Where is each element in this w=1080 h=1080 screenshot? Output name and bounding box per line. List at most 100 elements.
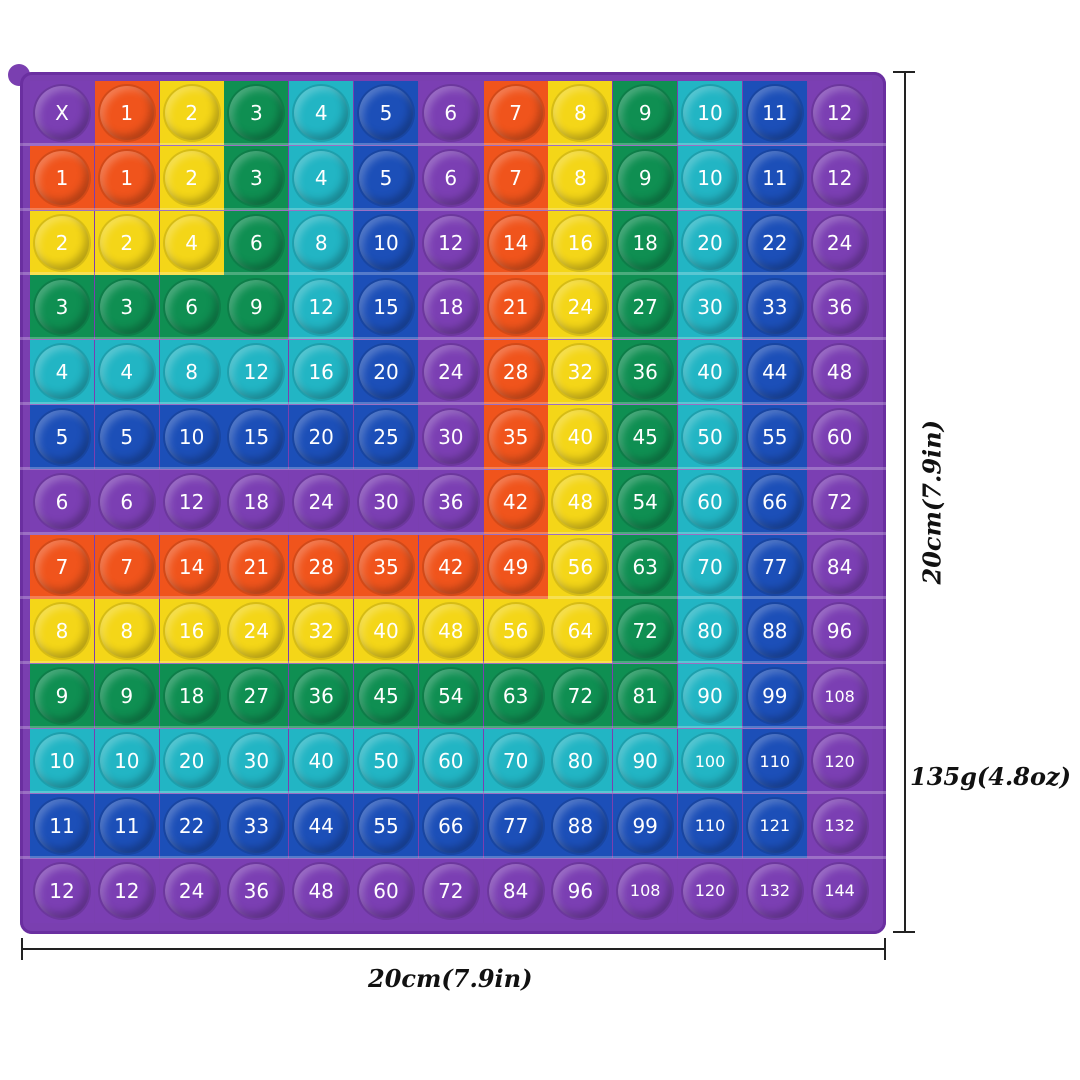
pop-bubble[interactable]: 144 [812, 863, 867, 918]
pop-bubble[interactable]: 24 [553, 280, 608, 335]
pop-bubble[interactable]: 48 [553, 474, 608, 529]
pop-bubble[interactable]: 35 [359, 539, 413, 594]
pop-bubble[interactable]: 90 [683, 669, 737, 724]
pop-bubble[interactable]: 50 [359, 734, 413, 788]
pop-bubble[interactable]: 3 [35, 280, 89, 335]
pop-bubble[interactable]: 20 [683, 215, 737, 270]
pop-bubble[interactable]: 120 [812, 734, 867, 788]
pop-bubble[interactable]: 56 [488, 604, 543, 659]
pop-bubble[interactable]: 10 [683, 86, 737, 140]
pop-bubble[interactable]: 9 [99, 669, 154, 724]
pop-bubble[interactable]: 9 [618, 86, 673, 140]
pop-bubble[interactable]: 18 [423, 280, 478, 335]
pop-bubble[interactable]: 77 [488, 798, 543, 853]
pop-bubble[interactable]: 7 [35, 539, 89, 594]
pop-bubble[interactable]: 12 [812, 86, 867, 140]
pop-bubble[interactable]: 6 [99, 474, 154, 529]
pop-bubble[interactable]: 48 [294, 863, 349, 918]
pop-bubble[interactable]: 8 [35, 604, 89, 659]
pop-bubble[interactable]: 30 [423, 410, 478, 464]
pop-bubble[interactable]: 7 [99, 539, 154, 594]
pop-bubble[interactable]: 120 [683, 863, 737, 918]
pop-bubble[interactable]: 90 [618, 734, 673, 788]
pop-bubble[interactable]: 30 [683, 280, 737, 335]
pop-bubble[interactable]: 8 [294, 215, 349, 270]
pop-bubble[interactable]: 72 [423, 863, 478, 918]
pop-bubble[interactable]: 4 [294, 86, 349, 140]
pop-bubble[interactable]: 80 [553, 734, 608, 788]
pop-bubble[interactable]: 99 [747, 669, 802, 724]
pop-bubble[interactable]: 49 [488, 539, 543, 594]
pop-bubble[interactable]: 66 [423, 798, 478, 853]
pop-bubble[interactable]: 6 [423, 86, 478, 140]
pop-bubble[interactable]: 8 [99, 604, 154, 659]
pop-bubble[interactable]: 44 [294, 798, 349, 853]
pop-bubble[interactable]: 81 [618, 669, 673, 724]
pop-bubble[interactable]: 1 [99, 86, 154, 140]
pop-bubble[interactable]: 96 [553, 863, 608, 918]
pop-bubble[interactable]: 72 [812, 474, 867, 529]
pop-bubble[interactable]: 66 [747, 474, 802, 529]
pop-bubble[interactable]: 5 [99, 410, 154, 464]
pop-bubble[interactable]: 4 [164, 215, 219, 270]
pop-bubble[interactable]: 36 [423, 474, 478, 529]
pop-bubble[interactable]: 10 [99, 734, 154, 788]
pop-bubble[interactable]: 60 [812, 410, 867, 464]
pop-bubble[interactable]: 6 [423, 150, 478, 205]
pop-bubble[interactable]: 10 [683, 150, 737, 205]
pop-bubble[interactable]: 2 [164, 150, 219, 205]
pop-bubble[interactable]: 10 [359, 215, 413, 270]
pop-bubble[interactable]: 10 [35, 734, 89, 788]
pop-bubble[interactable]: 4 [35, 345, 89, 400]
pop-bubble[interactable]: 33 [747, 280, 802, 335]
pop-bubble[interactable]: 15 [359, 280, 413, 335]
pop-bubble[interactable]: 24 [294, 474, 349, 529]
pop-bubble[interactable]: 6 [35, 474, 89, 529]
pop-bubble[interactable]: 96 [812, 604, 867, 659]
pop-bubble[interactable]: 30 [359, 474, 413, 529]
pop-bubble[interactable]: 33 [229, 798, 284, 853]
pop-bubble[interactable]: 24 [164, 863, 219, 918]
pop-bubble[interactable]: 12 [35, 863, 89, 918]
pop-bubble[interactable]: 18 [229, 474, 284, 529]
pop-bubble[interactable]: 14 [488, 215, 543, 270]
pop-bubble[interactable]: 27 [229, 669, 284, 724]
pop-bubble[interactable]: 36 [618, 345, 673, 400]
pop-bubble[interactable]: 18 [164, 669, 219, 724]
pop-bubble[interactable]: 60 [359, 863, 413, 918]
pop-bubble[interactable]: 12 [229, 345, 284, 400]
pop-bubble[interactable]: 42 [488, 474, 543, 529]
pop-bubble[interactable]: 72 [553, 669, 608, 724]
pop-bubble[interactable]: 48 [812, 345, 867, 400]
pop-bubble[interactable]: 60 [683, 474, 737, 529]
pop-bubble[interactable]: 55 [747, 410, 802, 464]
pop-bubble[interactable]: 88 [747, 604, 802, 659]
pop-bubble[interactable]: 16 [553, 215, 608, 270]
pop-bubble[interactable]: 60 [423, 734, 478, 788]
pop-bubble[interactable]: 7 [488, 150, 543, 205]
pop-bubble[interactable]: 32 [294, 604, 349, 659]
pop-bubble[interactable]: 2 [35, 215, 89, 270]
pop-bubble[interactable]: 88 [553, 798, 608, 853]
pop-bubble[interactable]: 100 [683, 734, 737, 788]
pop-bubble[interactable]: 22 [164, 798, 219, 853]
pop-bubble[interactable]: 77 [747, 539, 802, 594]
pop-bubble[interactable]: 1 [35, 150, 89, 205]
pop-bubble[interactable]: 35 [488, 410, 543, 464]
pop-bubble[interactable]: 6 [164, 280, 219, 335]
pop-bubble[interactable]: 21 [488, 280, 543, 335]
pop-bubble[interactable]: 5 [359, 86, 413, 140]
pop-bubble[interactable]: 36 [294, 669, 349, 724]
pop-bubble[interactable]: 22 [747, 215, 802, 270]
pop-bubble[interactable]: 4 [99, 345, 154, 400]
pop-bubble[interactable]: 3 [229, 86, 284, 140]
pop-bubble[interactable]: 8 [164, 345, 219, 400]
pop-bubble[interactable]: 24 [812, 215, 867, 270]
pop-bubble[interactable]: 45 [618, 410, 673, 464]
pop-bubble[interactable]: 14 [164, 539, 219, 594]
pop-bubble[interactable]: 44 [747, 345, 802, 400]
pop-bubble[interactable]: 11 [747, 86, 802, 140]
pop-bubble[interactable]: 28 [488, 345, 543, 400]
pop-bubble[interactable]: 72 [618, 604, 673, 659]
pop-bubble[interactable]: 3 [229, 150, 284, 205]
